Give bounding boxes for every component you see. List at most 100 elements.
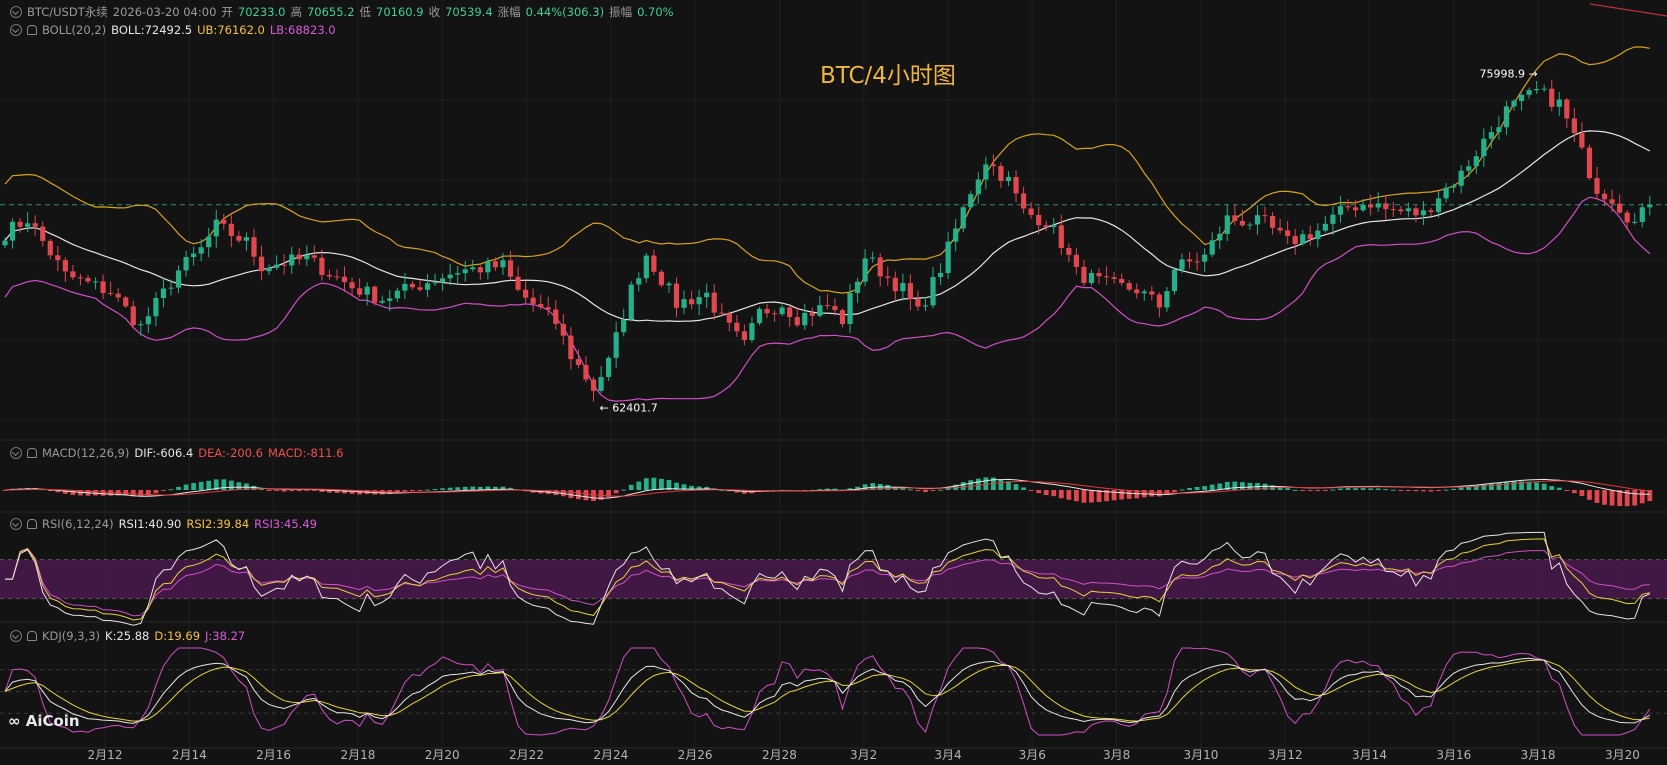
x-tick-label: 3月2	[850, 748, 877, 762]
candle-body	[1262, 215, 1268, 217]
candle-body	[477, 267, 483, 273]
collapse-icon[interactable]	[10, 630, 22, 642]
macd-bar	[432, 488, 438, 490]
price-annotations: 75998.9 → ← 62401.7	[600, 68, 1538, 415]
candle-body	[900, 283, 906, 292]
candle-body	[1322, 223, 1328, 231]
macd-bar	[1360, 488, 1366, 490]
macd-bar	[206, 480, 212, 490]
candle-body	[1481, 138, 1487, 157]
candle-body	[1549, 88, 1555, 107]
macd-bar	[1126, 490, 1132, 499]
macd-bar	[394, 490, 400, 493]
candle-body	[613, 332, 619, 358]
macd-bar	[1134, 490, 1140, 499]
macd-bar	[319, 490, 325, 492]
candle-body	[500, 260, 506, 268]
x-tick-label: 3月6	[1019, 748, 1046, 762]
candle-body	[492, 261, 499, 268]
candle-body	[1164, 291, 1170, 308]
macd-bar	[410, 490, 415, 491]
candle-body	[1609, 199, 1615, 204]
macd-bar	[304, 490, 310, 491]
candle-body	[937, 273, 944, 278]
candle-body	[643, 255, 649, 279]
macd-bar	[1617, 490, 1623, 507]
collapse-icon[interactable]	[10, 518, 22, 530]
macd-bar	[470, 486, 476, 490]
collapse-icon[interactable]	[10, 447, 22, 459]
macd-bar	[1307, 490, 1313, 492]
bell-icon[interactable]	[27, 631, 37, 641]
candle-body	[1043, 225, 1049, 228]
candle-body	[130, 306, 136, 326]
macd-bar	[485, 486, 491, 490]
candle-body	[681, 299, 687, 308]
macd-bar	[583, 490, 589, 501]
candle-body	[1013, 177, 1019, 194]
macd-bar	[289, 490, 295, 492]
candle-body	[1081, 266, 1087, 283]
macd-bar	[659, 478, 664, 490]
macd-bar	[47, 490, 53, 491]
macd-bar	[1428, 490, 1434, 492]
macd-bar	[1549, 486, 1555, 490]
candle-body	[228, 223, 234, 237]
collapse-icon[interactable]	[10, 24, 22, 36]
macd-bar	[1292, 489, 1298, 491]
macd-bar	[176, 486, 181, 490]
candle-body	[1134, 289, 1140, 294]
macd-bar	[1466, 486, 1472, 490]
macd-bar	[817, 489, 823, 491]
macd-bar	[2, 490, 8, 491]
candles	[2, 79, 1653, 402]
x-tick-label: 3月14	[1352, 748, 1387, 762]
macd-bar	[666, 479, 672, 490]
kdj-j-line	[4, 647, 1651, 736]
macd-bar	[1405, 490, 1411, 491]
candle-body	[115, 293, 121, 298]
candle-body	[206, 236, 212, 248]
candle-body	[379, 300, 385, 303]
candle-body	[590, 379, 597, 391]
candle-body	[92, 281, 99, 283]
candle-body	[1503, 106, 1510, 128]
bell-icon[interactable]	[27, 25, 37, 35]
candle-body	[258, 256, 265, 272]
candle-body	[1390, 209, 1396, 211]
macd-dea-line	[4, 480, 1650, 497]
macd-bar	[1277, 486, 1283, 490]
macd-bar	[1436, 490, 1441, 491]
high-label: 高	[290, 5, 302, 19]
macd-bar	[100, 490, 106, 496]
macd-bar	[1556, 487, 1562, 490]
candle-body	[749, 323, 755, 340]
bell-icon[interactable]	[27, 448, 37, 458]
x-tick-label: 3月18	[1521, 748, 1556, 762]
candle-body	[17, 221, 23, 227]
candle-body	[55, 255, 61, 261]
macd-bar	[334, 490, 340, 494]
candle-body	[357, 288, 363, 295]
macd-bar	[402, 490, 408, 492]
open-label: 开	[221, 5, 233, 19]
macd-bar	[1149, 490, 1155, 497]
macd-bar	[145, 490, 151, 496]
macd-bar	[855, 486, 860, 490]
datetime: 2026-03-20 04:00	[112, 5, 217, 19]
x-tick-label: 3月16	[1436, 748, 1471, 762]
rsi2-line	[5, 538, 1650, 621]
candle-body	[922, 305, 929, 307]
candle-body	[1632, 221, 1638, 223]
candle-body	[1337, 206, 1344, 215]
macd-bar	[1058, 490, 1064, 499]
x-tick-label: 2月20	[425, 748, 460, 762]
candle-body	[953, 228, 959, 242]
collapse-icon[interactable]	[10, 6, 22, 18]
candle-body	[1269, 215, 1276, 228]
macd-bar	[1571, 490, 1577, 494]
bell-icon[interactable]	[27, 519, 37, 529]
candle-body	[711, 292, 717, 313]
candle-body	[560, 323, 566, 336]
